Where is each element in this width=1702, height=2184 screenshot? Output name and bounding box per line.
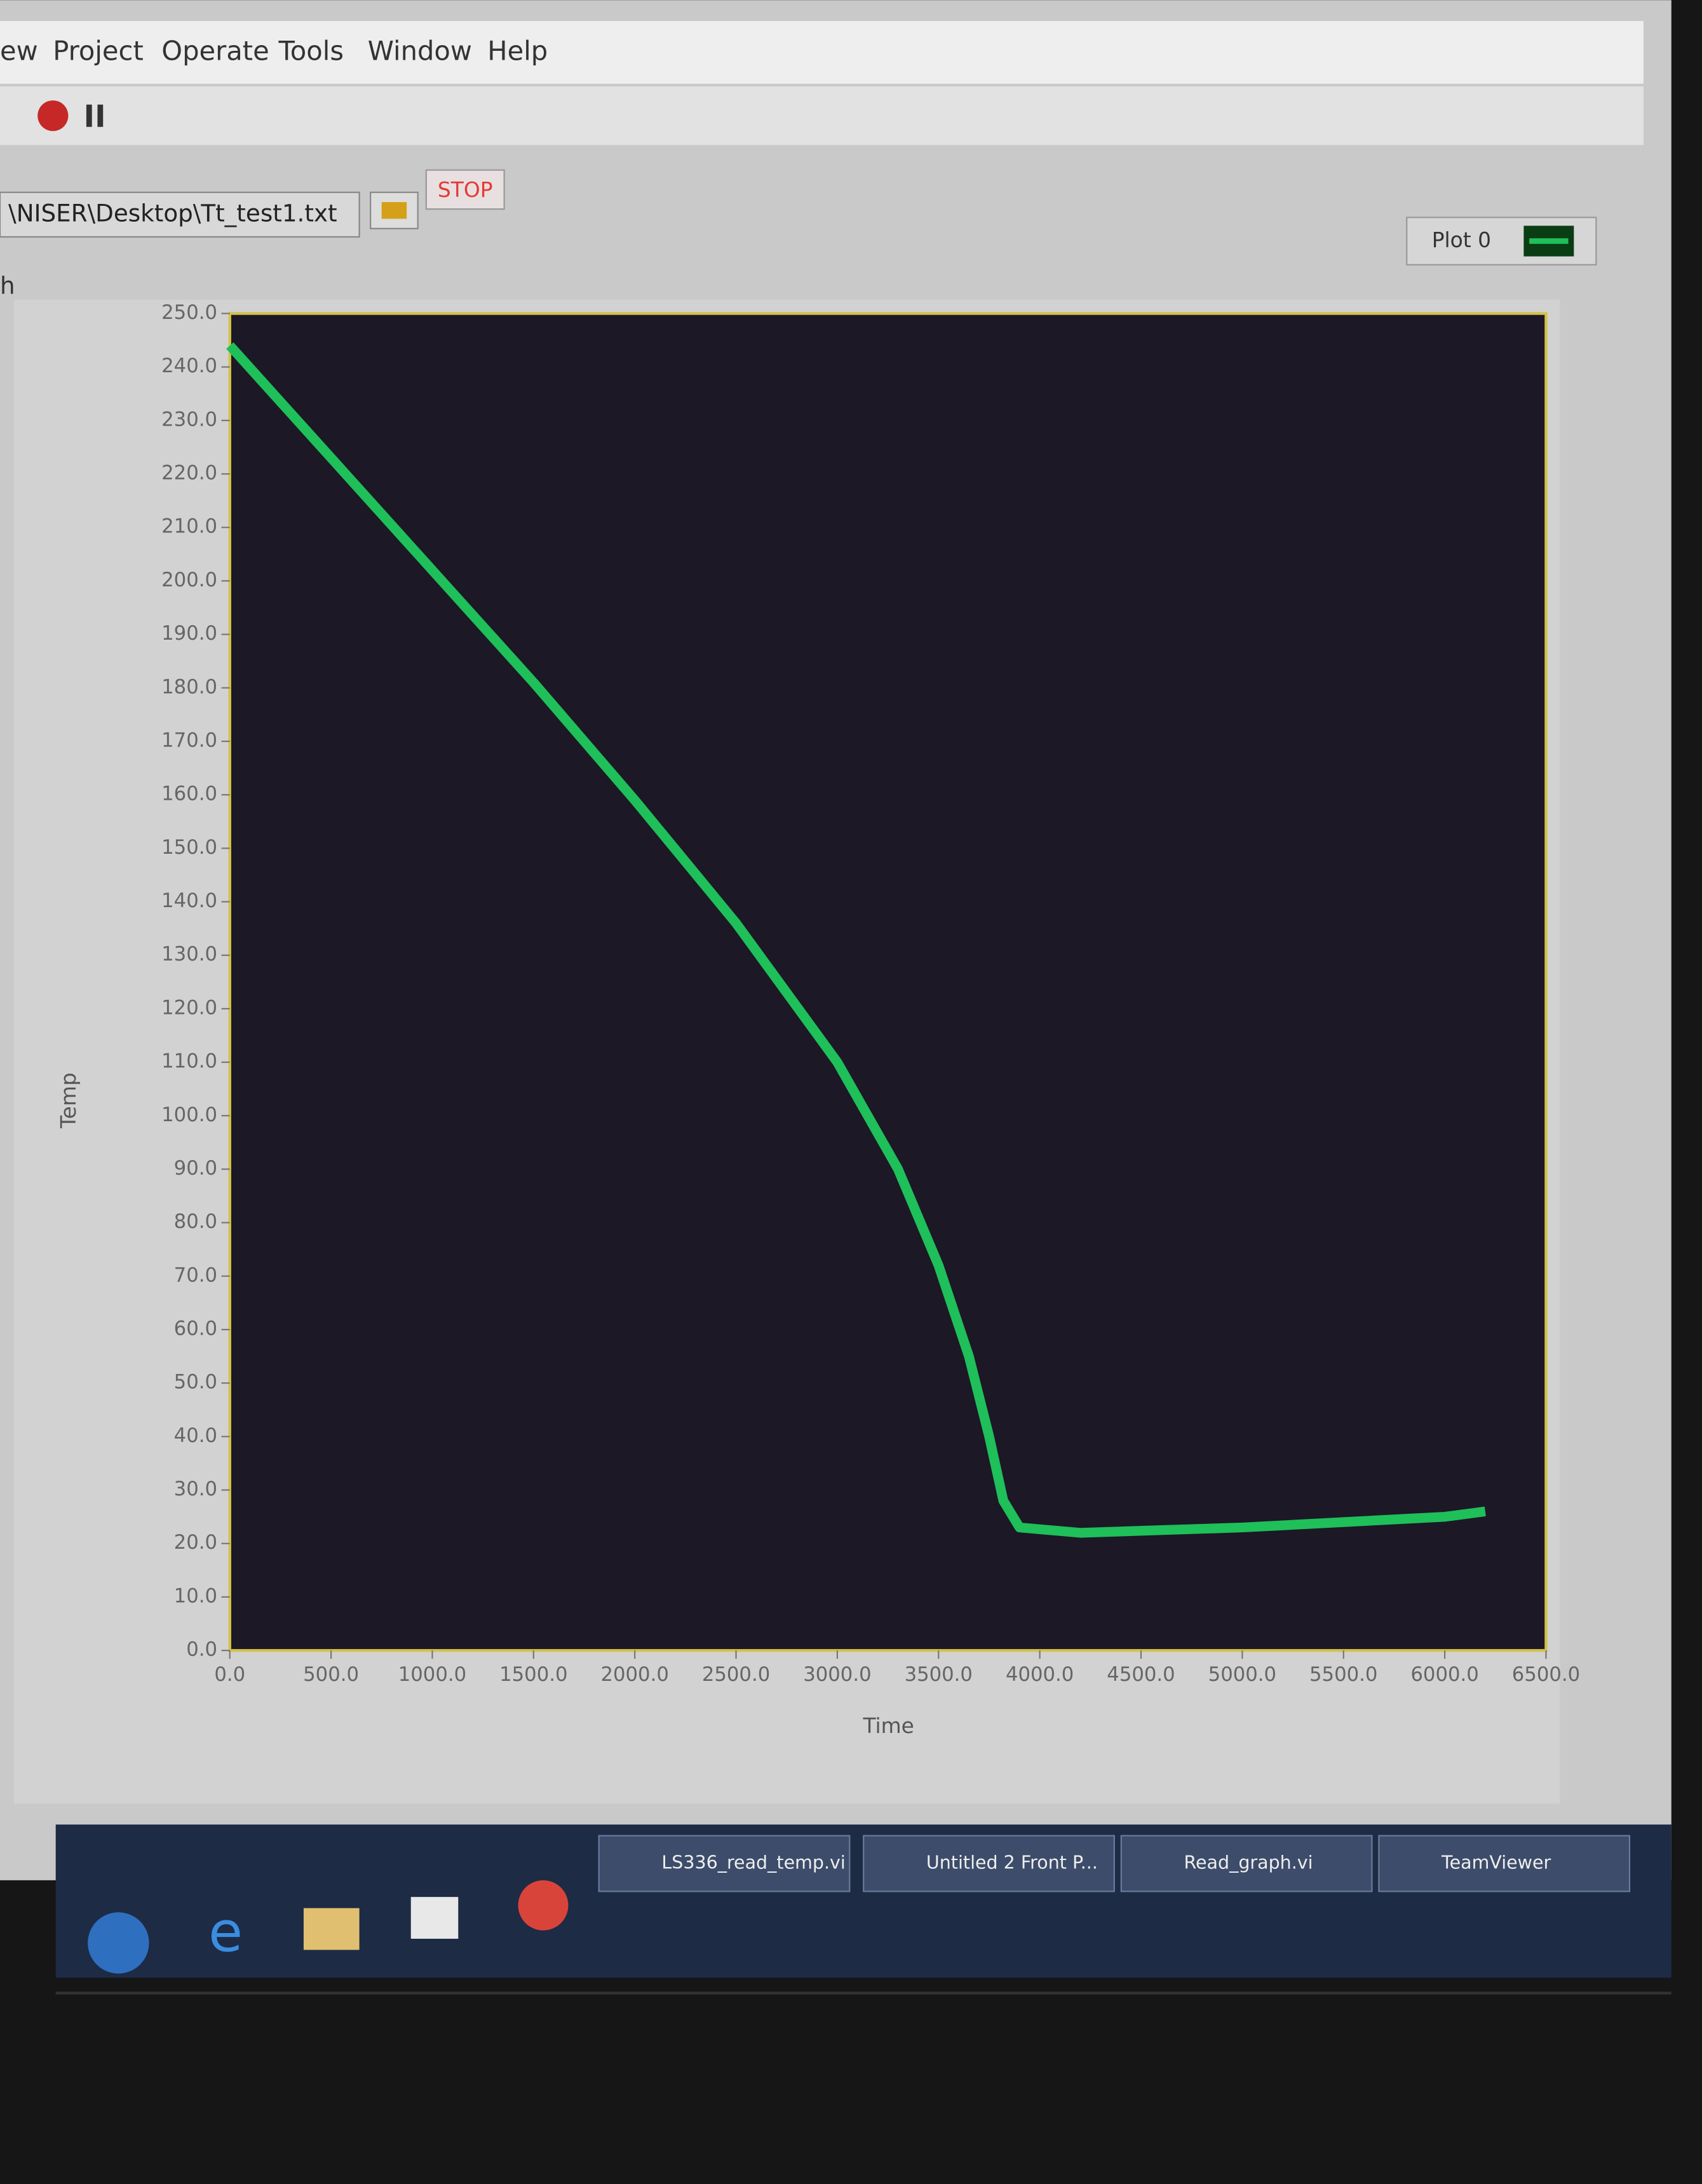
plot-area	[228, 312, 1548, 1652]
y-tick-label: 0.0	[186, 1639, 217, 1661]
x-tick-label: 6500.0	[1512, 1664, 1580, 1686]
x-tick-label: 0.0	[214, 1664, 245, 1686]
y-tick-label: 250.0	[161, 302, 217, 324]
y-tick-label: 30.0	[174, 1478, 217, 1500]
menu-item[interactable]: Help	[487, 36, 548, 67]
y-tick-label: 190.0	[161, 623, 217, 645]
path-box[interactable]	[0, 191, 360, 238]
y-tick-label: 90.0	[174, 1157, 217, 1180]
y-tick-label: 230.0	[161, 408, 217, 431]
y-tick-label: 170.0	[161, 729, 217, 752]
taskbar-label: Untitled 2 Front P...	[926, 1852, 1098, 1873]
y-tick-label: 210.0	[161, 516, 217, 538]
y-tick-label: 240.0	[161, 355, 217, 377]
folder-icon	[381, 202, 407, 219]
explorer-icon[interactable]	[303, 1908, 360, 1950]
y-tick-label: 150.0	[161, 837, 217, 859]
taskbar-edge	[55, 1992, 1672, 1995]
y-tick-label: 10.0	[174, 1585, 217, 1607]
y-tick-label: 60.0	[174, 1318, 217, 1340]
start-button[interactable]	[88, 1912, 149, 1974]
taskbar-button[interactable]	[1378, 1835, 1631, 1892]
x-tick-label: 3000.0	[803, 1664, 871, 1686]
ie-icon[interactable]: e	[208, 1899, 243, 1964]
y-tick-label: 140.0	[161, 890, 217, 912]
stop-label: STOP	[438, 177, 493, 202]
y-tick-label: 180.0	[161, 676, 217, 698]
x-tick-label: 1500.0	[499, 1664, 567, 1686]
y-axis-title: Temp	[56, 1072, 81, 1129]
x-tick-label: 1000.0	[398, 1664, 466, 1686]
x-axis-title: Time	[862, 1713, 914, 1738]
y-tick-label: 130.0	[161, 943, 217, 966]
chrome-icon[interactable]	[518, 1880, 569, 1931]
taskbar-label: LS336_read_temp.vi	[661, 1852, 845, 1873]
y-tick-label: 40.0	[174, 1425, 217, 1447]
media-icon[interactable]	[410, 1897, 459, 1939]
pause-button[interactable]	[86, 104, 92, 127]
file-path: \NISER\Desktop\Tt_test1.txt	[8, 199, 337, 227]
x-tick-label: 500.0	[303, 1664, 359, 1686]
y-tick-label: 100.0	[161, 1104, 217, 1126]
menu-item[interactable]: Project	[53, 36, 143, 67]
abort-button[interactable]	[37, 100, 69, 131]
menu-item[interactable]: Window	[368, 36, 472, 67]
y-tick-label: 80.0	[174, 1211, 217, 1233]
pause-button-bar	[97, 104, 104, 127]
x-tick-label: 2000.0	[600, 1664, 668, 1686]
taskbar-label: Read_graph.vi	[1184, 1852, 1313, 1873]
graph-name: h	[0, 271, 15, 299]
taskbar-button[interactable]	[863, 1835, 1115, 1892]
menu-item[interactable]: Tools	[278, 36, 344, 67]
x-tick-label: 5500.0	[1309, 1664, 1377, 1686]
y-tick-label: 20.0	[174, 1532, 217, 1554]
taskbar-button[interactable]	[1120, 1835, 1373, 1892]
data-line	[226, 342, 1486, 1538]
y-tick-label: 120.0	[161, 997, 217, 1019]
x-tick-label: 4500.0	[1107, 1664, 1175, 1686]
legend-label: Plot 0	[1432, 227, 1491, 252]
menu-item[interactable]: ew	[0, 36, 38, 67]
stop-button[interactable]	[425, 169, 505, 210]
y-tick-label: 50.0	[174, 1372, 217, 1394]
taskbar-label: TeamViewer	[1441, 1852, 1551, 1873]
taskbar-button[interactable]	[598, 1835, 851, 1892]
x-tick-label: 6000.0	[1410, 1664, 1478, 1686]
y-tick-label: 110.0	[161, 1051, 217, 1073]
y-tick-label: 160.0	[161, 783, 217, 806]
x-tick-label: 5000.0	[1208, 1664, 1276, 1686]
menu-bar	[0, 21, 1644, 84]
menu-item[interactable]: Operate	[161, 36, 269, 67]
y-tick-label: 220.0	[161, 462, 217, 485]
toolbar	[0, 86, 1644, 145]
x-tick-label: 4000.0	[1006, 1664, 1074, 1686]
y-tick-label: 200.0	[161, 569, 217, 591]
y-tick-label: 70.0	[174, 1264, 217, 1286]
x-tick-label: 3500.0	[905, 1664, 973, 1686]
x-tick-label: 2500.0	[702, 1664, 770, 1686]
